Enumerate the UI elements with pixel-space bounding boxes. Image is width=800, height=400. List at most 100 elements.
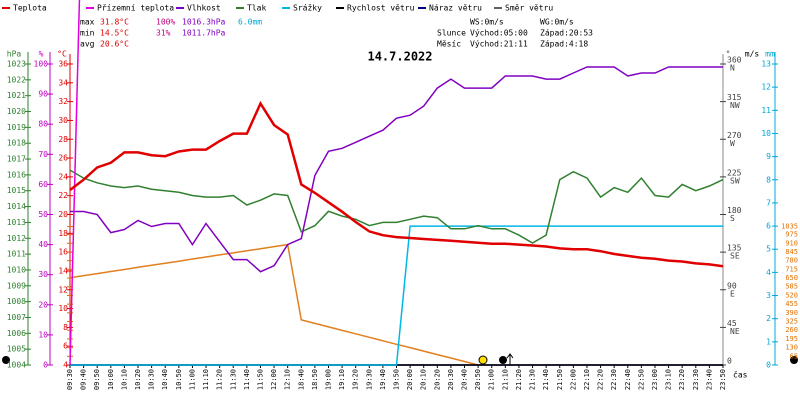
series-line: [69, 100, 724, 268]
y-tick-label: 20: [58, 210, 68, 219]
y-tick-label: 26: [58, 154, 68, 163]
y-tick-label: 1006: [7, 329, 26, 338]
x-tick-label: 20:30: [447, 369, 455, 390]
y-tick-label: 1022: [7, 75, 26, 84]
stat-value: 100%: [156, 18, 175, 27]
y-tick-label: 70: [38, 150, 48, 159]
legend-label: Tlak: [247, 4, 266, 13]
marker: [790, 356, 798, 364]
y-tick-label: 130: [785, 344, 798, 352]
x-tick-label: 19:10: [338, 369, 346, 390]
y-tick-label: 28: [58, 135, 68, 144]
x-tick-label: 11:20: [216, 369, 224, 390]
x-tick-label: 19:20: [352, 369, 360, 390]
y-tick-label: 1009: [7, 281, 26, 290]
axis-title: m/s: [745, 50, 760, 59]
y-tick-label: 11: [761, 106, 771, 115]
legend-label: Náraz větru: [429, 4, 482, 13]
y-tick-label: 715: [785, 265, 798, 273]
y-tick-label: 1008: [7, 297, 26, 306]
y-tick-label: 9: [766, 152, 771, 161]
x-tick-label: 21:00: [488, 369, 496, 390]
axis-title: °: [726, 50, 731, 59]
chart-title: 14.7.2022: [367, 50, 432, 64]
y-tick-label: 1021: [7, 91, 26, 100]
axis-title: hPa: [7, 50, 22, 59]
x-tick-label: 20:40: [461, 369, 469, 390]
x-tick-label: 23:50: [719, 369, 727, 390]
series-line: [69, 169, 724, 244]
y-tick-label: 195: [785, 335, 798, 343]
y-tick-label: 7: [766, 198, 771, 207]
y-tick-label: 10: [761, 129, 771, 138]
x-tick-label: 09:30: [66, 369, 74, 390]
stat-value: 20.6°C: [100, 40, 129, 49]
compass-label: NE: [730, 327, 740, 336]
x-tick-label: 22:40: [624, 369, 632, 390]
y-tick-label: 910: [785, 239, 798, 247]
y-tick-label: 1007: [7, 313, 26, 322]
y-tick-label: 1019: [7, 123, 26, 132]
x-tick-label: 20:50: [474, 369, 482, 390]
x-tick-label: 21:20: [515, 369, 523, 390]
x-tick-label: 22:20: [597, 369, 605, 390]
x-tick-label: 10:20: [134, 369, 142, 390]
sun-marker: [478, 355, 488, 365]
y-tick-label: 1012: [7, 234, 26, 243]
x-tick-label: 23:40: [705, 369, 713, 390]
x-tick-label: 19:00: [324, 369, 332, 390]
axis-title: mm: [765, 50, 775, 59]
x-tick-label: 11:50: [256, 369, 264, 390]
x-axis-label: čas: [733, 370, 748, 380]
y-tick-label: 520: [785, 291, 798, 299]
compass-label: W: [730, 139, 735, 148]
x-tick-label: 22:30: [610, 369, 618, 390]
y-tick-label: 845: [785, 248, 798, 256]
y-tick-label: 5: [766, 245, 771, 254]
x-tick-label: 10:10: [120, 369, 128, 390]
y-tick-label: 22: [58, 191, 68, 200]
legend-label: Vlhkost: [187, 4, 221, 13]
x-tick-label: 21:50: [556, 369, 564, 390]
x-tick-label: 12:10: [284, 369, 292, 390]
x-tick-label: 19:30: [365, 369, 373, 390]
y-tick-label: 40: [38, 240, 48, 249]
y-tick-label: 6: [63, 342, 68, 351]
y-tick-label: 10: [38, 330, 48, 339]
info-text: Západ:4:18: [540, 40, 588, 49]
info-text: Měsíc: [437, 40, 461, 49]
y-tick-label: 325: [785, 318, 798, 326]
compass-label: SE: [730, 252, 740, 261]
y-tick-label: 90: [38, 90, 48, 99]
y-tick-label: 32: [58, 97, 68, 106]
y-tick-label: 45: [727, 319, 737, 328]
y-tick-label: 0: [43, 361, 48, 370]
y-tick-label: 30: [38, 270, 48, 279]
y-tick-label: 360: [727, 56, 742, 65]
y-tick-label: 1015: [7, 186, 26, 195]
info-text: Slunce: [437, 29, 466, 38]
x-tick-label: 22:00: [569, 369, 577, 390]
y-tick-label: 1010: [7, 265, 26, 274]
legend-label: Rychlost větru: [347, 4, 415, 13]
stat-value: 31.8°C: [100, 18, 129, 27]
series-line: [69, 0, 81, 366]
x-tick-label: 23:20: [678, 369, 686, 390]
y-tick-label: 650: [785, 274, 798, 282]
info-text: Západ:20:53: [540, 29, 593, 38]
x-tick-label: 22:10: [583, 369, 591, 390]
y-tick-label: 1014: [7, 202, 26, 211]
y-tick-label: 225: [727, 168, 742, 177]
series-line: [70, 225, 723, 366]
y-tick-label: 1004: [7, 361, 26, 370]
x-tick-label: 23:00: [651, 369, 659, 390]
y-tick-label: 8: [63, 323, 68, 332]
y-tick-label: 50: [38, 210, 48, 219]
x-tick-label: 18:50: [311, 369, 319, 390]
x-tick-label: 21:10: [501, 369, 509, 390]
y-tick-label: 24: [58, 172, 68, 181]
y-tick-label: 1005: [7, 345, 26, 354]
x-tick-label: 22:50: [637, 369, 645, 390]
axis-title: %: [39, 50, 44, 59]
